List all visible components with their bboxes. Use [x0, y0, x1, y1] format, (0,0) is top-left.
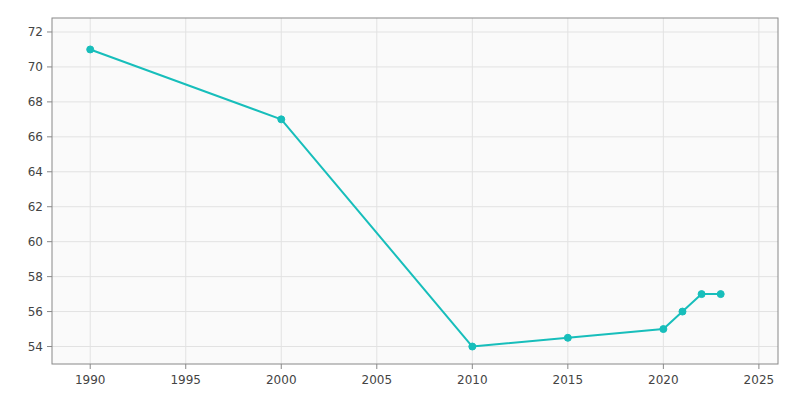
plot-frame [52, 18, 778, 364]
x-tick [90, 364, 91, 369]
x-tick [281, 364, 282, 369]
x-tick-label: 2010 [457, 373, 488, 387]
y-tick [47, 346, 52, 347]
point [87, 46, 94, 53]
y-tick-label: 72 [28, 25, 43, 39]
y-tick [47, 241, 52, 242]
chart: 1990 1995 2000 2005 2010 2015 2020 2025 54 56 58 60… [0, 0, 800, 400]
x-grid-line [281, 18, 282, 364]
x-tick-label: 2025 [744, 373, 775, 387]
point [717, 291, 724, 298]
x-tick-label: 2015 [553, 373, 584, 387]
y-grid-line [52, 66, 778, 67]
y-tick [47, 171, 52, 172]
x-tick-label: 2020 [648, 373, 679, 387]
data-layer [87, 46, 724, 350]
y-tick [47, 101, 52, 102]
point [564, 334, 571, 341]
x-grid-line [472, 18, 473, 364]
y-tick-label: 54 [28, 340, 43, 354]
line [90, 49, 720, 346]
y-tick-label: 66 [28, 130, 43, 144]
point [679, 308, 686, 315]
y-tick-label: 60 [28, 235, 43, 249]
x-tick [376, 364, 377, 369]
y-tick-label: 62 [28, 200, 43, 214]
y-tick [47, 66, 52, 67]
y-tick [47, 276, 52, 277]
point [469, 343, 476, 350]
y-grid-line [52, 171, 778, 172]
page: {"chart_data": {"type": "line", "x": [19… [0, 0, 800, 400]
x-tick [758, 364, 759, 369]
x-tick-label: 2000 [266, 373, 297, 387]
x-tick [663, 364, 664, 369]
x-grid-line [567, 18, 568, 364]
y-grid-line [52, 31, 778, 32]
x-tick-label: 1995 [170, 373, 201, 387]
x-grid-line [758, 18, 759, 364]
x-grid-line [185, 18, 186, 364]
y-grid-line [52, 206, 778, 207]
x-grid-line [663, 18, 664, 364]
y-tick-label: 56 [28, 305, 43, 319]
plot-background [52, 18, 778, 364]
y-tick-label: 64 [28, 165, 43, 179]
grid [52, 18, 778, 364]
y-grid-line [52, 136, 778, 137]
x-tick [567, 364, 568, 369]
x-tick [472, 364, 473, 369]
x-tick-label: 2005 [362, 373, 393, 387]
x-grid-line [90, 18, 91, 364]
y-tick-label: 58 [28, 270, 43, 284]
y-tick [47, 206, 52, 207]
y-tick [47, 311, 52, 312]
y-tick [47, 31, 52, 32]
point [278, 116, 285, 123]
y-tick-label: 68 [28, 95, 43, 109]
x-tick [185, 364, 186, 369]
y-tick [47, 136, 52, 137]
point [698, 291, 705, 298]
chart-container: 1990 1995 2000 2005 2010 2015 2020 2025 54 56 58 60… [0, 0, 800, 400]
x-grid-line [376, 18, 377, 364]
y-grid-line [52, 311, 778, 312]
y-grid-line [52, 346, 778, 347]
x-tick-label: 1990 [75, 373, 106, 387]
y-grid-line [52, 101, 778, 102]
y-tick-label: 70 [28, 60, 43, 74]
point [660, 326, 667, 333]
axes: 1990 1995 2000 2005 2010 2015 2020 2025 54 56 58 60… [28, 25, 774, 387]
y-grid-line [52, 241, 778, 242]
